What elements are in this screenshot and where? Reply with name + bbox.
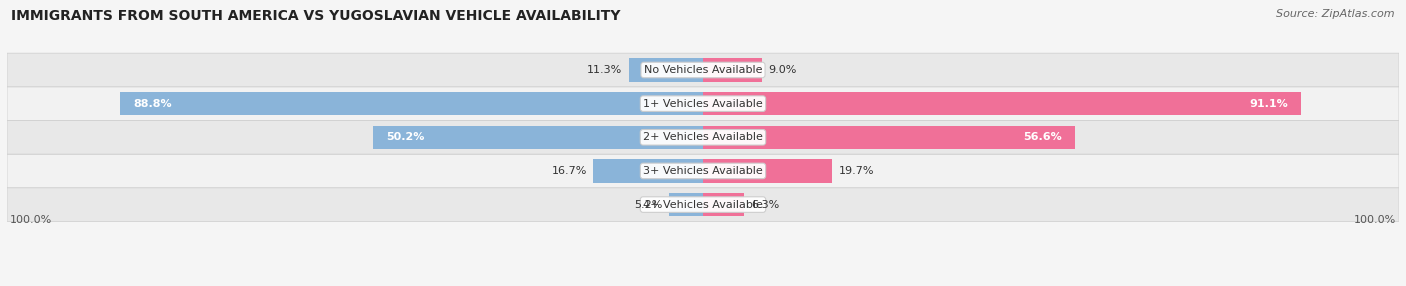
- Text: No Vehicles Available: No Vehicles Available: [644, 65, 762, 75]
- Text: 5.2%: 5.2%: [634, 200, 662, 210]
- Bar: [374, 126, 703, 149]
- Text: 6.3%: 6.3%: [751, 200, 779, 210]
- Text: 100.0%: 100.0%: [1354, 215, 1396, 225]
- Text: 56.6%: 56.6%: [1022, 132, 1062, 142]
- Text: 1+ Vehicles Available: 1+ Vehicles Available: [643, 99, 763, 109]
- Bar: [703, 92, 1301, 116]
- Text: 88.8%: 88.8%: [134, 99, 172, 109]
- Bar: [703, 193, 744, 216]
- FancyBboxPatch shape: [7, 120, 1399, 154]
- Bar: [628, 58, 703, 82]
- Text: 91.1%: 91.1%: [1250, 99, 1288, 109]
- Text: 16.7%: 16.7%: [551, 166, 586, 176]
- Bar: [120, 92, 703, 116]
- Text: 100.0%: 100.0%: [10, 215, 52, 225]
- FancyBboxPatch shape: [7, 154, 1399, 188]
- Text: 19.7%: 19.7%: [839, 166, 875, 176]
- Bar: [703, 159, 832, 183]
- Text: 50.2%: 50.2%: [387, 132, 425, 142]
- Bar: [703, 126, 1074, 149]
- Text: Source: ZipAtlas.com: Source: ZipAtlas.com: [1277, 9, 1395, 19]
- FancyBboxPatch shape: [7, 188, 1399, 221]
- Text: 11.3%: 11.3%: [586, 65, 623, 75]
- FancyBboxPatch shape: [7, 87, 1399, 120]
- Bar: [593, 159, 703, 183]
- Bar: [703, 58, 762, 82]
- Text: 9.0%: 9.0%: [769, 65, 797, 75]
- Text: IMMIGRANTS FROM SOUTH AMERICA VS YUGOSLAVIAN VEHICLE AVAILABILITY: IMMIGRANTS FROM SOUTH AMERICA VS YUGOSLA…: [11, 9, 620, 23]
- Bar: [669, 193, 703, 216]
- Text: 4+ Vehicles Available: 4+ Vehicles Available: [643, 200, 763, 210]
- FancyBboxPatch shape: [7, 53, 1399, 87]
- Text: 2+ Vehicles Available: 2+ Vehicles Available: [643, 132, 763, 142]
- Text: 3+ Vehicles Available: 3+ Vehicles Available: [643, 166, 763, 176]
